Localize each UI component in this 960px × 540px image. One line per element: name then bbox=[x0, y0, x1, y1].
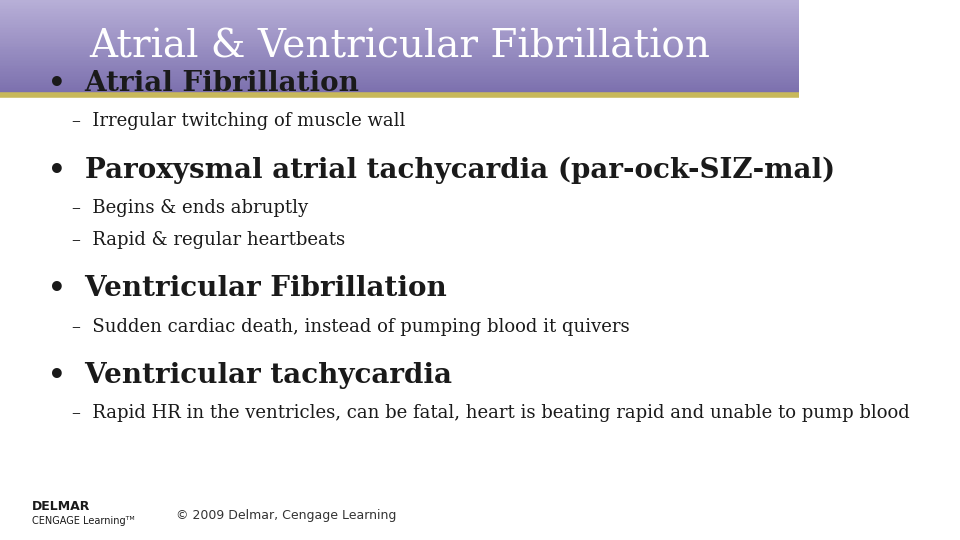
FancyBboxPatch shape bbox=[0, 59, 800, 62]
FancyBboxPatch shape bbox=[0, 52, 800, 55]
FancyBboxPatch shape bbox=[0, 10, 800, 12]
FancyBboxPatch shape bbox=[0, 18, 800, 21]
FancyBboxPatch shape bbox=[0, 42, 800, 44]
FancyBboxPatch shape bbox=[0, 7, 800, 10]
FancyBboxPatch shape bbox=[0, 15, 800, 17]
FancyBboxPatch shape bbox=[0, 78, 800, 80]
FancyBboxPatch shape bbox=[0, 24, 800, 27]
FancyBboxPatch shape bbox=[0, 23, 800, 25]
Text: •  Atrial Fibrillation: • Atrial Fibrillation bbox=[48, 70, 359, 97]
Text: •  Ventricular tachycardia: • Ventricular tachycardia bbox=[48, 362, 452, 389]
FancyBboxPatch shape bbox=[0, 68, 800, 71]
FancyBboxPatch shape bbox=[0, 43, 800, 46]
FancyBboxPatch shape bbox=[0, 38, 800, 41]
FancyBboxPatch shape bbox=[0, 30, 800, 33]
FancyBboxPatch shape bbox=[0, 32, 800, 35]
FancyBboxPatch shape bbox=[0, 48, 800, 50]
FancyBboxPatch shape bbox=[0, 21, 800, 24]
FancyBboxPatch shape bbox=[0, 94, 800, 540]
FancyBboxPatch shape bbox=[0, 56, 800, 58]
FancyBboxPatch shape bbox=[0, 33, 800, 36]
FancyBboxPatch shape bbox=[0, 2, 800, 5]
FancyBboxPatch shape bbox=[0, 64, 800, 66]
FancyBboxPatch shape bbox=[0, 65, 800, 68]
FancyBboxPatch shape bbox=[0, 8, 800, 11]
FancyBboxPatch shape bbox=[0, 54, 800, 57]
FancyBboxPatch shape bbox=[0, 62, 800, 65]
FancyBboxPatch shape bbox=[0, 27, 800, 30]
Text: CENGAGE Learningᵀᴹ: CENGAGE Learningᵀᴹ bbox=[32, 516, 134, 526]
Text: –  Irregular twitching of muscle wall: – Irregular twitching of muscle wall bbox=[72, 112, 405, 131]
FancyBboxPatch shape bbox=[0, 29, 800, 31]
FancyBboxPatch shape bbox=[0, 83, 800, 85]
FancyBboxPatch shape bbox=[0, 51, 800, 53]
FancyBboxPatch shape bbox=[0, 1, 800, 3]
FancyBboxPatch shape bbox=[0, 45, 800, 47]
FancyBboxPatch shape bbox=[0, 16, 800, 19]
FancyBboxPatch shape bbox=[0, 0, 800, 2]
FancyBboxPatch shape bbox=[0, 46, 800, 49]
FancyBboxPatch shape bbox=[0, 89, 800, 91]
FancyBboxPatch shape bbox=[0, 40, 800, 43]
FancyBboxPatch shape bbox=[0, 84, 800, 86]
Text: –  Sudden cardiac death, instead of pumping blood it quivers: – Sudden cardiac death, instead of pumpi… bbox=[72, 318, 630, 336]
FancyBboxPatch shape bbox=[0, 37, 800, 39]
FancyBboxPatch shape bbox=[0, 11, 800, 14]
FancyBboxPatch shape bbox=[0, 26, 800, 29]
Text: •  Ventricular Fibrillation: • Ventricular Fibrillation bbox=[48, 275, 446, 302]
Text: –  Rapid & regular heartbeats: – Rapid & regular heartbeats bbox=[72, 231, 345, 249]
Text: Atrial & Ventricular Fibrillation: Atrial & Ventricular Fibrillation bbox=[89, 29, 710, 66]
FancyBboxPatch shape bbox=[0, 71, 800, 74]
Text: DELMAR: DELMAR bbox=[32, 500, 90, 513]
FancyBboxPatch shape bbox=[0, 81, 800, 84]
FancyBboxPatch shape bbox=[0, 73, 800, 76]
Text: –  Rapid HR in the ventricles, can be fatal, heart is beating rapid and unable t: – Rapid HR in the ventricles, can be fat… bbox=[72, 404, 910, 422]
FancyBboxPatch shape bbox=[0, 57, 800, 60]
Text: © 2009 Delmar, Cengage Learning: © 2009 Delmar, Cengage Learning bbox=[176, 509, 396, 522]
FancyBboxPatch shape bbox=[0, 87, 800, 90]
Text: •  Paroxysmal atrial tachycardia (par-ock-SIZ-mal): • Paroxysmal atrial tachycardia (par-ock… bbox=[48, 157, 835, 184]
FancyBboxPatch shape bbox=[0, 35, 800, 38]
Text: –  Begins & ends abruptly: – Begins & ends abruptly bbox=[72, 199, 308, 217]
FancyBboxPatch shape bbox=[0, 79, 800, 82]
FancyBboxPatch shape bbox=[0, 85, 800, 88]
FancyBboxPatch shape bbox=[0, 19, 800, 22]
FancyBboxPatch shape bbox=[0, 49, 800, 52]
FancyBboxPatch shape bbox=[0, 75, 800, 77]
FancyBboxPatch shape bbox=[0, 90, 800, 93]
FancyBboxPatch shape bbox=[0, 76, 800, 79]
FancyBboxPatch shape bbox=[0, 4, 800, 6]
FancyBboxPatch shape bbox=[0, 13, 800, 16]
FancyBboxPatch shape bbox=[0, 60, 800, 63]
FancyBboxPatch shape bbox=[0, 5, 800, 8]
FancyBboxPatch shape bbox=[0, 92, 800, 94]
FancyBboxPatch shape bbox=[0, 66, 800, 69]
FancyBboxPatch shape bbox=[0, 70, 800, 72]
